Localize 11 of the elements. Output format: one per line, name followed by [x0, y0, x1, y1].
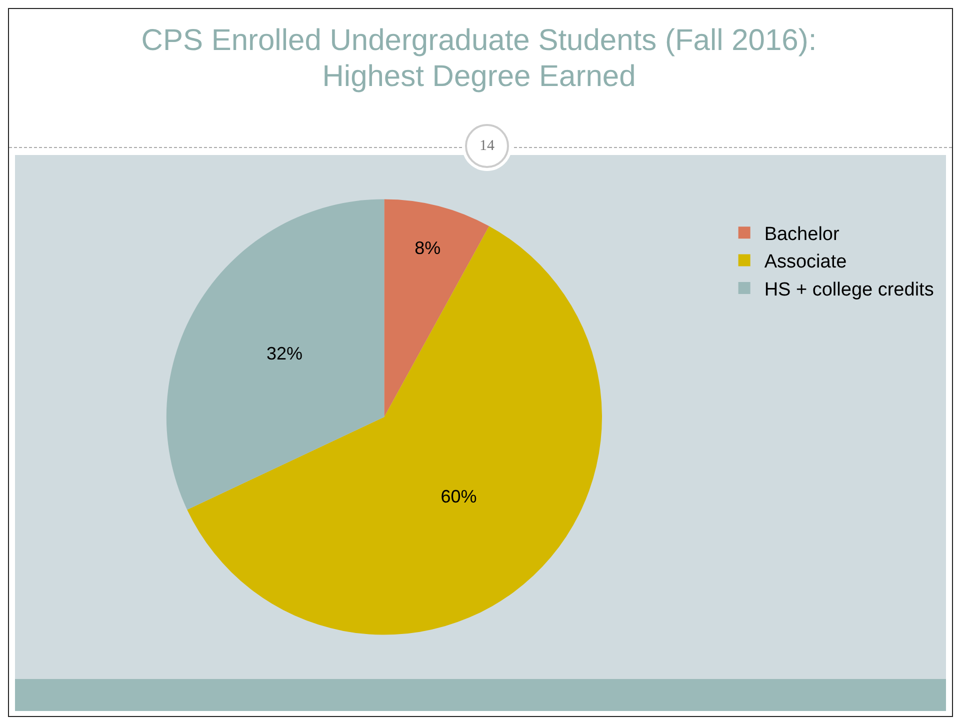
data-label: 60% [440, 486, 477, 506]
pie-slice [187, 226, 602, 635]
data-label: 8% [414, 238, 441, 258]
data-label: 32% [266, 344, 302, 364]
pie-slice [166, 199, 384, 510]
pie-slice [384, 199, 490, 417]
text: 14 [465, 124, 509, 168]
legend-label: Bachelor [764, 224, 840, 245]
chart-title: CPS Enrolled Undergraduate Students (Fall 2016): Highest Degree Earned [140, 23, 818, 95]
legend-label: Associate [764, 252, 847, 273]
legend-label: HS + college credits [764, 279, 934, 300]
